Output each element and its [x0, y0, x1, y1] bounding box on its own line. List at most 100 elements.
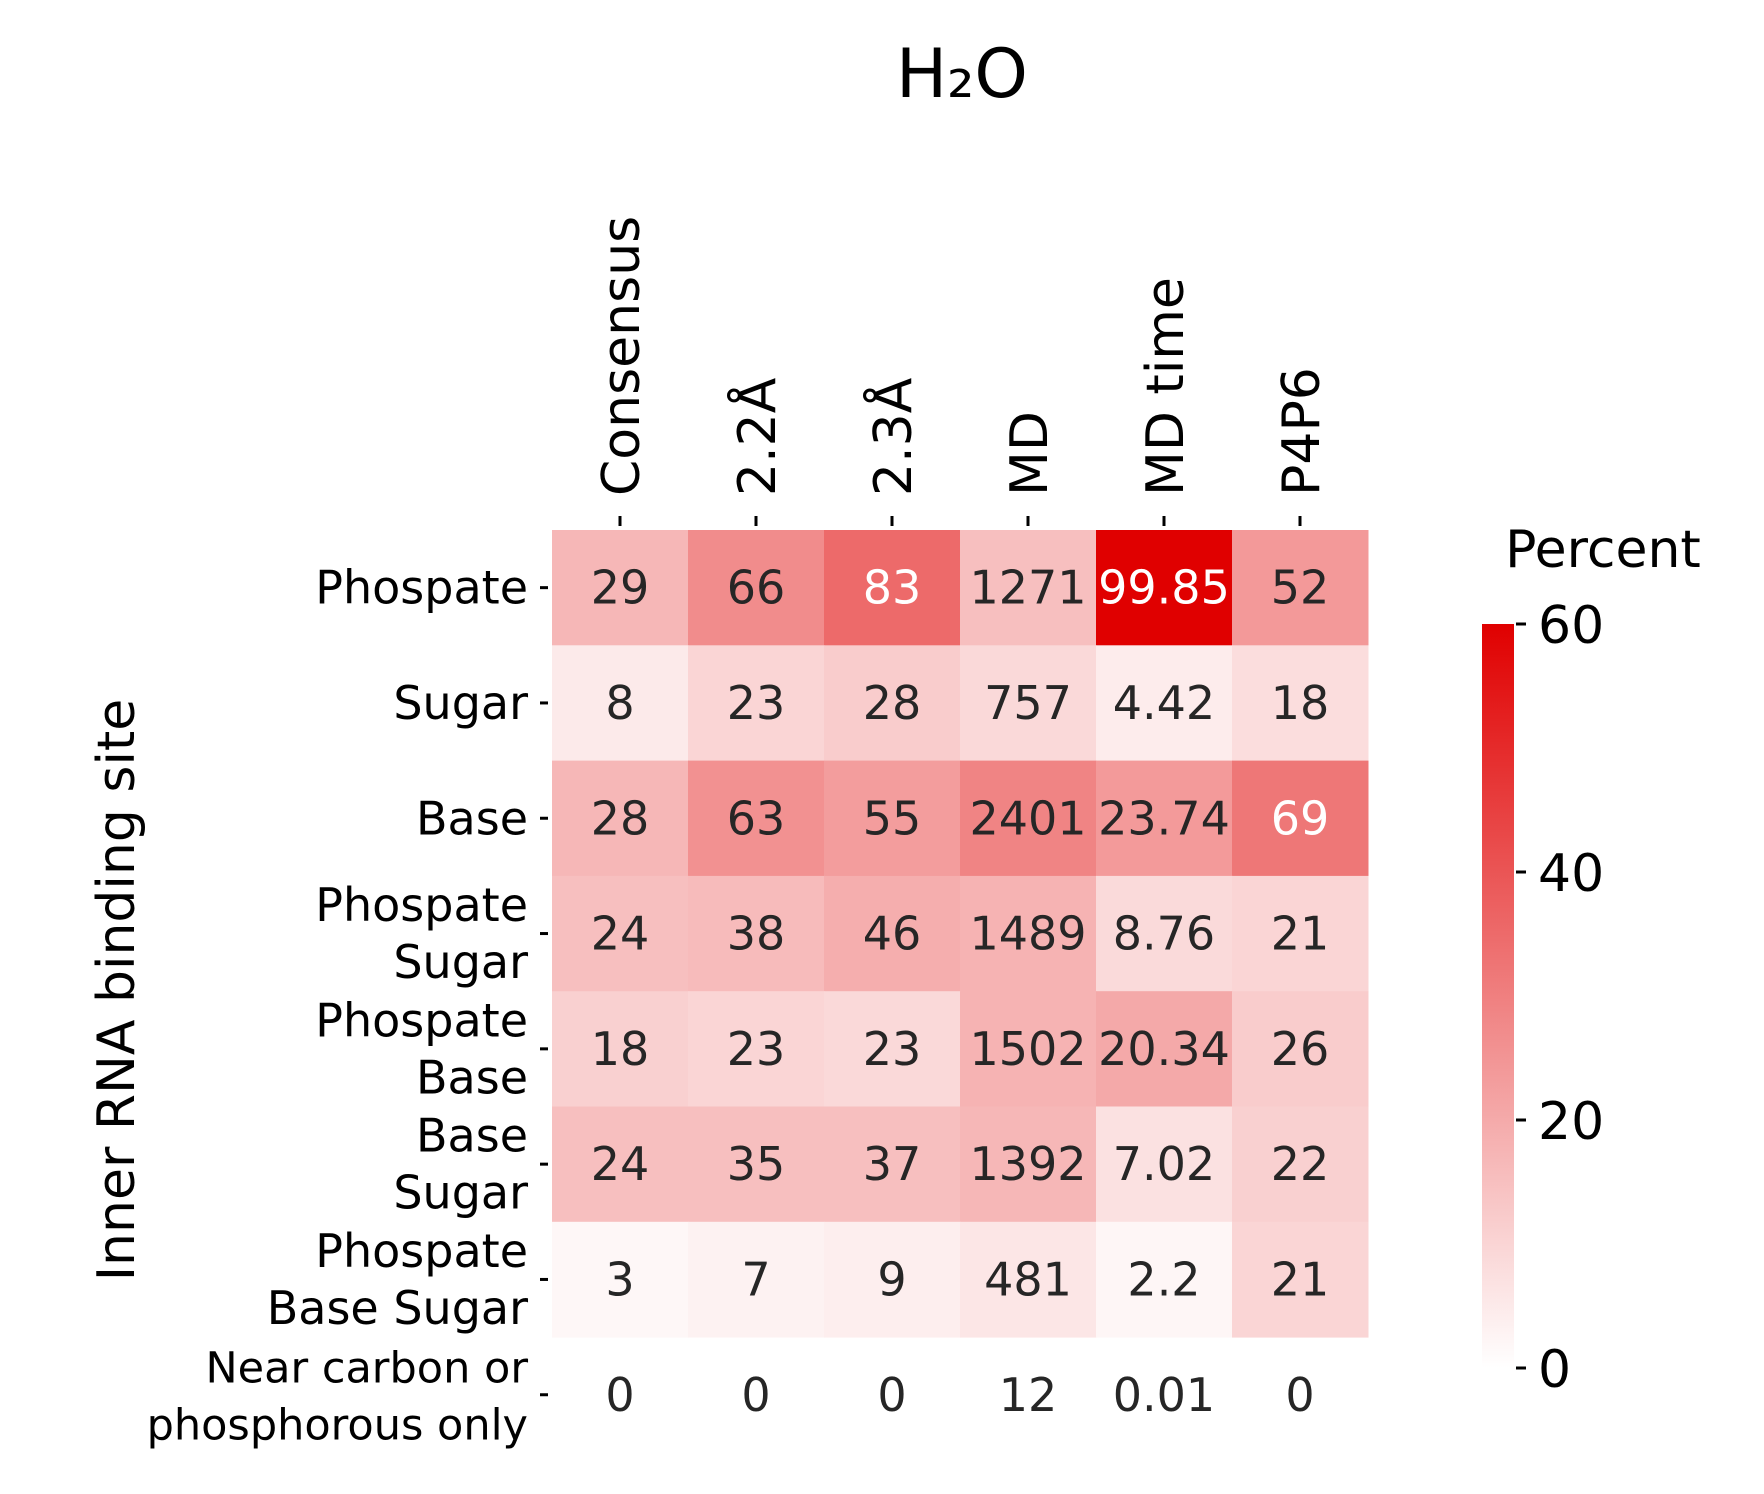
heatmap-cell [960, 760, 1097, 877]
cell-value-label: 18 [591, 1022, 650, 1076]
cell-value-label: 21 [1271, 1252, 1330, 1306]
cell-value-label: 1489 [969, 907, 1086, 961]
chart-title: H₂O [896, 35, 1028, 114]
colorbar-tick-label: 20 [1538, 1092, 1604, 1152]
heatmap-cell [1232, 760, 1369, 877]
heatmap-cell [1096, 1106, 1233, 1223]
cell-value-label: 9 [877, 1252, 906, 1306]
heatmap-cell [824, 645, 961, 762]
colorbar-tick-label: 0 [1538, 1340, 1571, 1400]
row-label: Sugar [393, 676, 528, 730]
heatmap-cell [552, 530, 689, 646]
heatmap-cell [824, 875, 961, 992]
cell-value-label: 3 [605, 1252, 634, 1306]
colorbar: Percent 0 20 40 60 [1482, 520, 1701, 1400]
cell-value-label: 24 [591, 1137, 650, 1191]
cell-value-label: 8 [605, 676, 634, 730]
cell-value-label: 21 [1271, 907, 1330, 961]
cell-value-label: 481 [984, 1252, 1072, 1306]
heatmap-cell [552, 991, 689, 1107]
colorbar-tick-label: 60 [1538, 596, 1604, 656]
row-label: Sugar [393, 935, 528, 989]
column-label: MD time [1136, 277, 1196, 496]
heatmap-cell [960, 530, 1097, 646]
cell-value-label: 23 [727, 1022, 786, 1076]
heatmap-cell [552, 645, 689, 762]
column-label: P4P6 [1272, 367, 1332, 496]
heatmap-cell [1232, 645, 1369, 762]
cell-value-label: 8.76 [1113, 907, 1215, 961]
cell-value-label: 0 [1285, 1368, 1314, 1422]
heatmap-cells [552, 530, 1369, 1338]
heatmap-cell [824, 760, 961, 877]
cell-value-label: 83 [863, 561, 922, 615]
heatmap-cell [552, 1221, 689, 1338]
colorbar-tick-label: 40 [1538, 844, 1604, 904]
cell-value-label: 23 [863, 1022, 922, 1076]
heatmap-cell [1096, 1221, 1233, 1338]
cell-value-label: 757 [984, 676, 1072, 730]
heatmap-cell [824, 991, 961, 1107]
row-label: Base [416, 1109, 528, 1163]
cell-value-label: 0.01 [1113, 1368, 1215, 1422]
cell-value-label: 0 [741, 1368, 770, 1422]
heatmap-cell [1232, 875, 1369, 992]
column-label: 2.3Å [862, 377, 924, 496]
row-label: Phospate [315, 993, 528, 1047]
heatmap-cell [688, 645, 825, 762]
cell-value-label: 26 [1271, 1022, 1330, 1076]
cell-value-label: 4.42 [1113, 676, 1215, 730]
heatmap-cell [552, 760, 689, 877]
row-label: Base [416, 1050, 528, 1104]
heatmap-cell [552, 875, 689, 992]
cell-value-label: 28 [591, 791, 650, 845]
cell-value-label: 0 [605, 1368, 634, 1422]
cell-value-label: 38 [727, 907, 786, 961]
cell-value-label: 23 [727, 676, 786, 730]
heatmap-cell [1096, 875, 1233, 992]
row-label: phosphorous only [147, 1400, 528, 1450]
cell-value-label: 69 [1271, 791, 1330, 845]
cell-value-label: 2401 [969, 791, 1086, 845]
row-label: Base Sugar [267, 1281, 528, 1335]
heatmap-cell [960, 1106, 1097, 1223]
row-axis: PhospateSugarBasePhospateSugarPhospateBa… [147, 561, 548, 1450]
column-label: Consensus [592, 216, 652, 496]
heatmap-cell [1232, 530, 1369, 646]
cell-value-label: 0 [877, 1368, 906, 1422]
cell-value-label: 1392 [969, 1137, 1086, 1191]
heatmap-cell [688, 1221, 825, 1338]
heatmap-cell [960, 875, 1097, 992]
y-axis-label: Inner RNA binding site [87, 699, 147, 1282]
cell-value-label: 22 [1271, 1137, 1330, 1191]
heatmap-cell [1232, 1221, 1369, 1338]
colorbar-gradient [1482, 624, 1514, 1368]
heatmap-cell [1096, 530, 1233, 646]
cell-value-label: 52 [1271, 561, 1330, 615]
heatmap-cell [824, 530, 961, 646]
column-label: MD [1000, 411, 1060, 496]
heatmap-cell [960, 645, 1097, 762]
cell-value-label: 23.74 [1098, 791, 1230, 845]
cell-value-label: 35 [727, 1137, 786, 1191]
heatmap-cell [960, 1221, 1097, 1338]
heatmap-cell [824, 1221, 961, 1338]
heatmap-cell [1232, 991, 1369, 1107]
cell-value-label: 7.02 [1113, 1137, 1215, 1191]
cell-value-label: 1271 [969, 561, 1086, 615]
cell-value-label: 2.2 [1127, 1252, 1200, 1306]
row-label: Sugar [393, 1166, 528, 1220]
row-label: Base [416, 791, 528, 845]
cell-value-label: 20.34 [1098, 1022, 1230, 1076]
cell-value-label: 55 [863, 791, 922, 845]
row-label: Phospate [315, 1224, 528, 1278]
heatmap-cell [688, 991, 825, 1107]
cell-value-label: 63 [727, 791, 786, 845]
cell-value-label: 37 [863, 1137, 922, 1191]
heatmap-cell [1096, 991, 1233, 1107]
heatmap-cell [688, 875, 825, 992]
cell-value-label: 28 [863, 676, 922, 730]
heatmap-cell [688, 760, 825, 877]
